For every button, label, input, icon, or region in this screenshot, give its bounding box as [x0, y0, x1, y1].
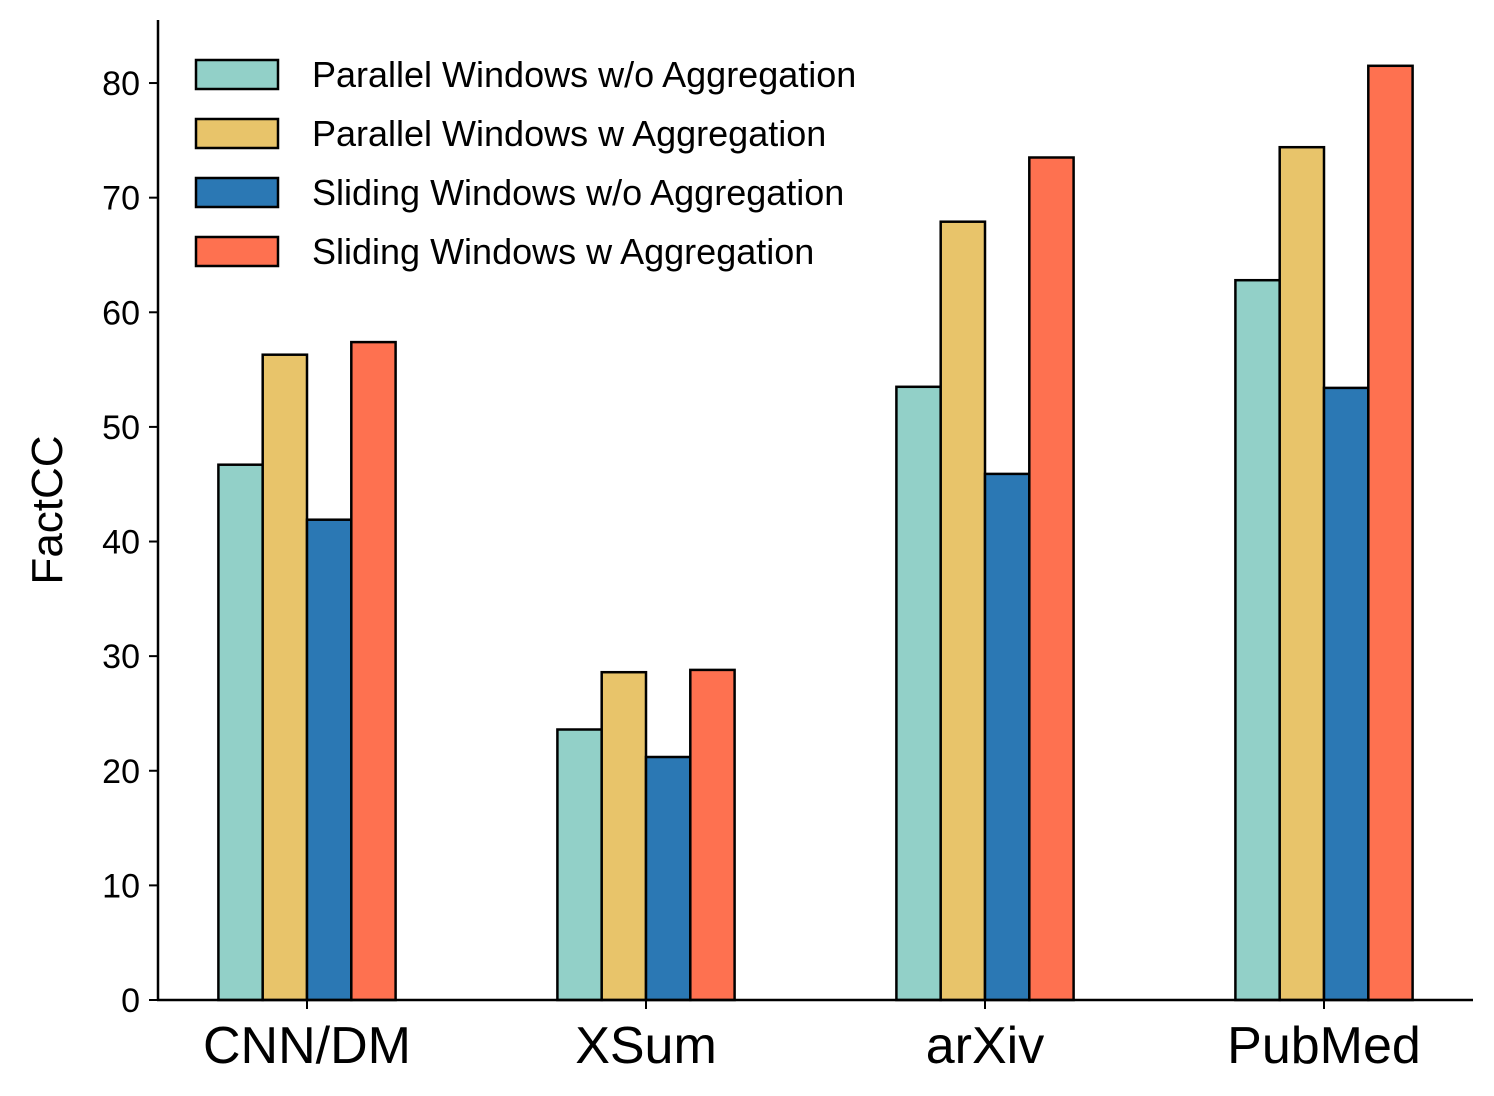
- y-tick-label: 70: [102, 180, 140, 218]
- x-tick-label: CNN/DM: [203, 1017, 411, 1075]
- y-tick-label: 50: [102, 409, 140, 447]
- bar-arxiv-series-4: [1028, 156, 1075, 1002]
- y-tick-label: 80: [102, 65, 140, 103]
- bar-xsum-series-3: [644, 755, 692, 1002]
- x-tick-label: XSum: [575, 1017, 717, 1075]
- bar-arxiv-series-3: [983, 472, 1031, 1002]
- bar-cnn-dm-series-3: [305, 518, 353, 1002]
- legend-label-2: Parallel Windows w Aggregation: [312, 113, 826, 154]
- bar-arxiv-series-1: [895, 385, 942, 1002]
- legend-swatch-4: [194, 235, 280, 268]
- axes-layer: [156, 20, 1473, 1002]
- y-tick-label: 60: [102, 294, 140, 332]
- bar-xsum-series-1: [556, 728, 603, 1002]
- bar-cnn-dm-series-1: [217, 463, 264, 1002]
- y-tick-label: 30: [102, 638, 140, 676]
- y-ticks: 0 10 20 30 40 50 60 70 80: [102, 65, 158, 1020]
- legend: Parallel Windows w/o Aggregation Parallel…: [194, 54, 856, 272]
- bar-xsum-series-4: [689, 668, 736, 1002]
- y-tick-label: 20: [102, 753, 140, 791]
- bar-pubmed-series-1: [1234, 278, 1281, 1002]
- x-ticks: CNN/DM XSum arXiv PubMed: [203, 1000, 1421, 1075]
- bar-pubmed-series-2: [1278, 145, 1326, 1002]
- y-tick-label: 40: [102, 524, 140, 562]
- legend-swatch-2: [194, 117, 280, 150]
- x-tick-label: PubMed: [1227, 1017, 1421, 1075]
- legend-label-1: Parallel Windows w/o Aggregation: [312, 54, 856, 95]
- bar-pubmed-series-4: [1367, 64, 1414, 1002]
- x-tick-label: arXiv: [926, 1017, 1044, 1075]
- y-axis-label: FactCC: [23, 435, 72, 584]
- legend-swatch-3: [194, 176, 280, 209]
- bar-cnn-dm-series-2: [261, 353, 309, 1002]
- legend-swatch-1: [194, 58, 280, 91]
- legend-label-3: Sliding Windows w/o Aggregation: [312, 172, 844, 213]
- legend-label-4: Sliding Windows w Aggregation: [312, 231, 814, 272]
- bar-xsum-series-2: [600, 670, 648, 1002]
- bars-layer: [217, 64, 1414, 1002]
- bar-pubmed-series-3: [1322, 386, 1370, 1002]
- y-tick-label: 10: [102, 867, 140, 905]
- y-tick-label: 0: [121, 982, 140, 1020]
- bar-cnn-dm-series-4: [350, 340, 397, 1002]
- bar-arxiv-series-2: [939, 220, 987, 1002]
